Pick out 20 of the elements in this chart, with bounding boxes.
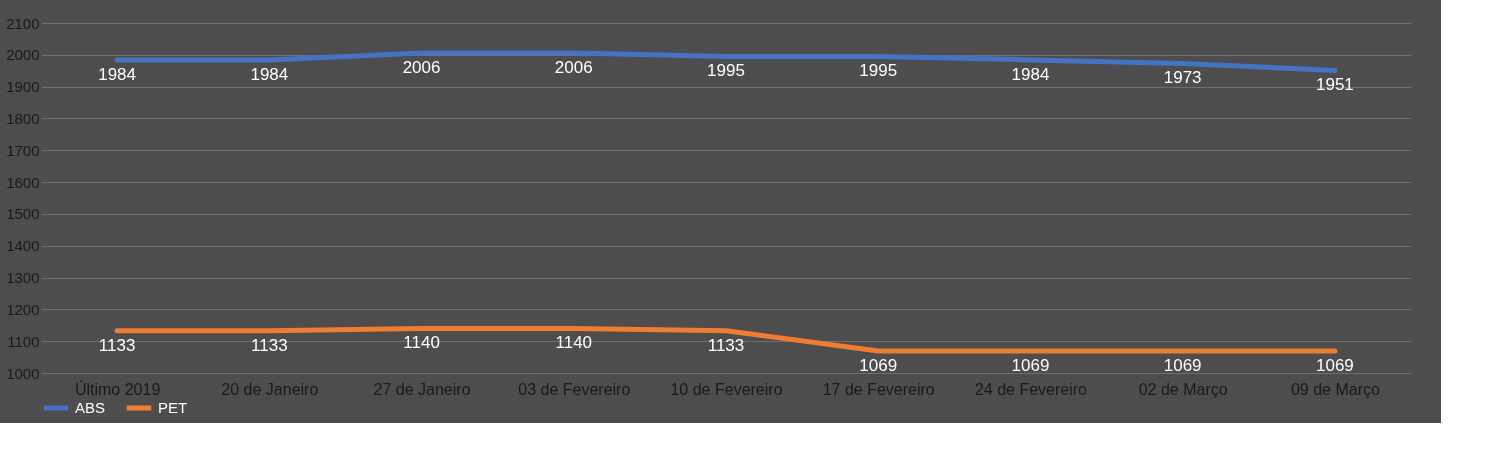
data-label: 1133 [707, 335, 745, 355]
data-label: 1140 [555, 333, 593, 353]
data-label: 1140 [403, 333, 440, 353]
data-label: 1133 [251, 335, 288, 355]
data-label: 1069 [1011, 356, 1050, 376]
data-label: 1069 [1315, 356, 1354, 376]
legend-label: PET [158, 399, 188, 416]
data-label: 1995 [859, 61, 898, 81]
data-label: 1951 [1315, 75, 1354, 95]
data-label: 1069 [1163, 356, 1202, 376]
legend-label: ABS [75, 399, 106, 416]
data-label: 1984 [250, 64, 289, 84]
data-label: 1069 [859, 356, 898, 376]
data-label: 2006 [554, 57, 593, 77]
data-label: 1995 [707, 61, 745, 81]
data-label: 1973 [1163, 68, 1202, 88]
data-label: 1984 [98, 64, 137, 84]
data-label: 2006 [402, 57, 441, 77]
data-label: 1133 [98, 335, 136, 355]
data-label: 1984 [1011, 64, 1050, 84]
